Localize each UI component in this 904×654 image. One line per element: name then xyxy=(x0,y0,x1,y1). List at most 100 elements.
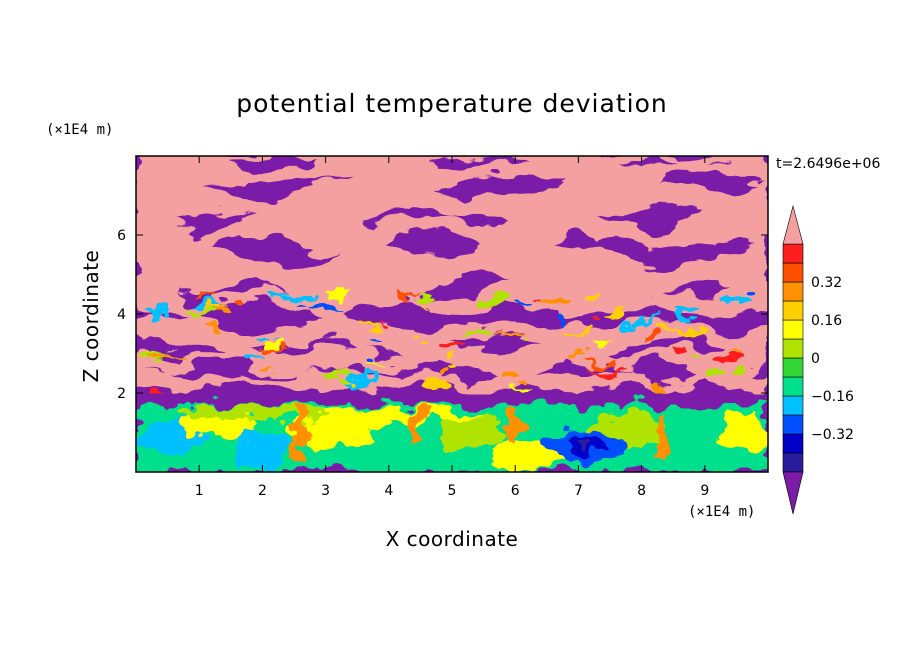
edge-patch xyxy=(673,311,700,317)
plume xyxy=(655,408,666,457)
pink-layer xyxy=(136,279,768,323)
y-unit-label: (×1E4 m) xyxy=(46,122,113,138)
colorbar-bin xyxy=(782,452,804,473)
time-label: t=2.6496e+06 xyxy=(776,156,880,172)
edge-patch xyxy=(600,309,627,315)
x-unit-label: (×1E4 m) xyxy=(688,504,755,520)
edge-patch xyxy=(443,344,469,353)
vortex-center xyxy=(575,439,594,450)
pink-layer xyxy=(136,312,768,361)
y-tick-label: 2 xyxy=(117,386,126,402)
edge-patch xyxy=(732,349,744,354)
plume xyxy=(295,408,306,465)
edge-patch xyxy=(357,364,385,368)
edge-patch xyxy=(267,343,283,349)
edge-patch xyxy=(546,298,573,307)
edge-patch xyxy=(306,303,340,310)
edge-patch xyxy=(647,385,667,394)
x-axis-title: X coordinate xyxy=(386,527,519,551)
edge-patch xyxy=(685,351,703,356)
edge-patch xyxy=(323,371,350,380)
edge-patch xyxy=(588,362,611,367)
colorbar-label: −0.32 xyxy=(811,427,854,443)
edge-patch xyxy=(183,310,216,316)
edge-patch xyxy=(140,310,163,317)
edge-patch xyxy=(731,365,743,373)
edge-patch xyxy=(719,296,752,303)
edge-patch xyxy=(211,310,229,316)
colorbar-bin xyxy=(782,433,804,454)
edge-patch xyxy=(201,306,230,311)
colorbar-bin xyxy=(782,338,804,359)
edge-patch xyxy=(404,330,414,335)
boundary-cap xyxy=(136,394,768,405)
boundary-layer xyxy=(136,394,768,472)
edge-patch xyxy=(150,352,186,357)
colorbar-label: 0.16 xyxy=(811,313,842,329)
colorbar-bin xyxy=(782,300,804,321)
edge-patch xyxy=(701,370,727,379)
x-tick-label: 7 xyxy=(574,483,583,499)
edge-patch xyxy=(381,317,391,321)
x-tick-label: 1 xyxy=(195,483,204,499)
edge-patch xyxy=(564,351,591,356)
edge-patch xyxy=(512,304,536,309)
colorbar-label: 0.32 xyxy=(811,275,842,291)
colorbar-label: −0.16 xyxy=(811,389,854,405)
edge-patch xyxy=(388,295,416,300)
edge-patch xyxy=(560,330,595,334)
boundary-patch xyxy=(666,428,731,469)
x-axis: 1 2 3 4 5 6 7 8 9 xyxy=(195,156,709,499)
colorbar-bin xyxy=(782,395,804,416)
boundary-patch xyxy=(717,412,768,453)
edge-patch xyxy=(363,323,380,329)
x-tick-label: 6 xyxy=(511,483,520,499)
edge-patch xyxy=(256,372,272,377)
colorbar-bin xyxy=(782,319,804,340)
edge-patch xyxy=(558,315,568,323)
pink-layer xyxy=(136,197,768,259)
colorbar-bin xyxy=(782,262,804,283)
edge-patch xyxy=(462,329,492,335)
edge-patch xyxy=(672,327,707,335)
boundary-patch xyxy=(357,434,446,471)
boundary-patch xyxy=(433,412,509,453)
edge-patch xyxy=(652,327,679,334)
x-tick-label: 2 xyxy=(258,483,267,499)
edge-patch xyxy=(193,303,220,307)
edge-patch xyxy=(521,338,532,343)
edge-patch xyxy=(247,354,266,358)
edge-patch xyxy=(537,297,549,303)
edge-patch xyxy=(201,323,220,330)
plume xyxy=(412,408,423,437)
edge-patch xyxy=(506,375,523,384)
x-tick-label: 4 xyxy=(384,483,393,499)
edge-patch xyxy=(590,317,601,326)
edge-patch xyxy=(622,320,642,326)
edge-patch xyxy=(262,292,292,298)
x-tick-label: 9 xyxy=(700,483,709,499)
colorbar-label: 0 xyxy=(811,351,820,367)
plot-area xyxy=(136,156,768,472)
colorbar-bin xyxy=(782,357,804,378)
colorbar-bin xyxy=(782,376,804,397)
edge-patch xyxy=(344,376,379,382)
edge-patch xyxy=(423,305,433,309)
colorbar-bin xyxy=(782,281,804,302)
edge-patch xyxy=(594,370,625,376)
edge-patch xyxy=(508,389,533,393)
pink-layer xyxy=(136,231,768,308)
edge-patch xyxy=(236,297,247,304)
edge-patch xyxy=(256,348,287,352)
y-axis-title: Z coordinate xyxy=(79,250,103,383)
x-tick-label: 8 xyxy=(637,483,646,499)
boundary-patch xyxy=(173,405,326,420)
colored-edges xyxy=(138,287,755,394)
edge-patch xyxy=(669,345,685,355)
edge-patch xyxy=(361,357,371,366)
boundary-patch xyxy=(230,428,294,469)
x-tick-label: 5 xyxy=(448,483,457,499)
plume xyxy=(510,408,521,449)
edge-patch xyxy=(149,387,168,394)
